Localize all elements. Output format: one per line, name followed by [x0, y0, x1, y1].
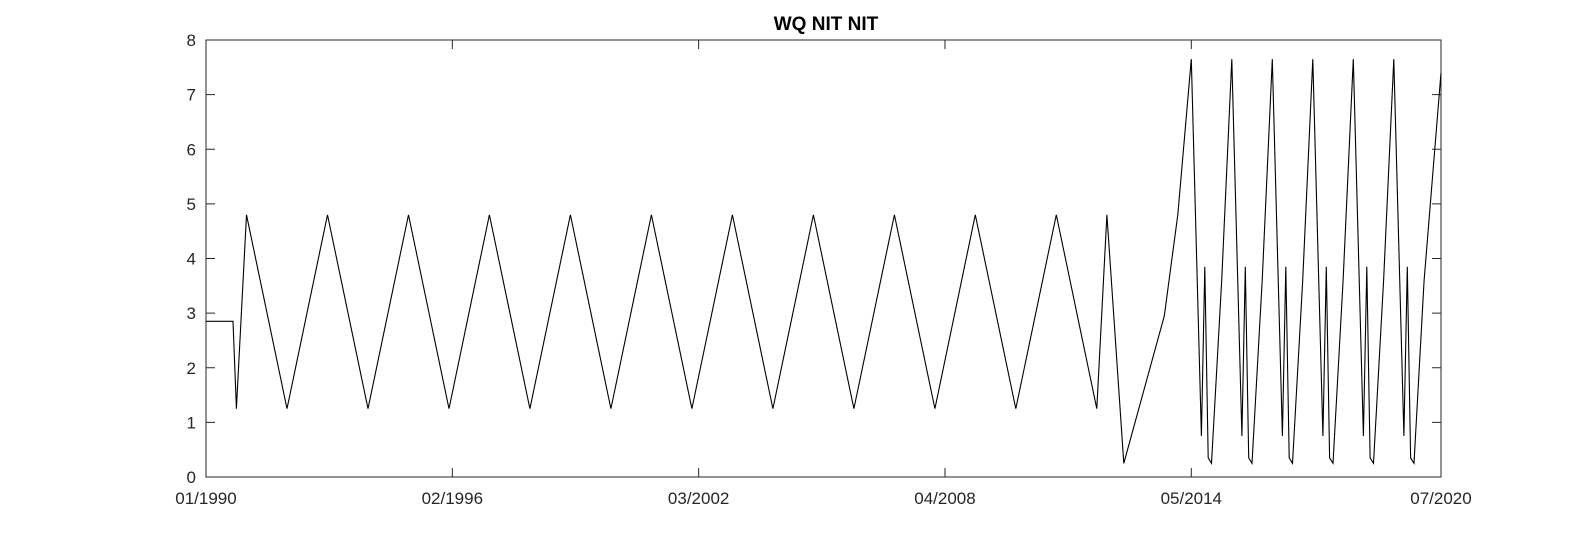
chart-title: WQ NIT NIT: [774, 14, 879, 35]
y-axis: 0 1 2 3 4 5 6 7 8: [187, 31, 1441, 487]
x-tick-label: 01/1990: [175, 489, 236, 508]
x-axis: 01/1990 02/1996 03/2002 04/2008 05/2014 07/20…: [175, 40, 1472, 508]
y-tick-label: 5: [187, 195, 196, 214]
series-line-0: [206, 59, 1442, 466]
y-tick-label: 6: [187, 140, 196, 159]
y-tick-label: 1: [187, 413, 196, 432]
x-tick-label: 03/2002: [668, 489, 729, 508]
plot-area-frame: [205, 39, 1442, 478]
y-tick-label: 0: [187, 468, 196, 487]
x-tick-label: 05/2014: [1161, 489, 1222, 508]
y-tick-label: 2: [187, 359, 196, 378]
y-tick-label: 4: [187, 250, 196, 269]
y-tick-label: 8: [187, 31, 196, 50]
y-tick-label: 7: [187, 86, 196, 105]
x-tick-label: 02/1996: [422, 489, 483, 508]
series-layer: [206, 59, 1442, 466]
y-tick-label: 3: [187, 304, 196, 323]
x-tick-label: 07/2020: [1410, 489, 1471, 508]
x-tick-label: 04/2008: [914, 489, 975, 508]
